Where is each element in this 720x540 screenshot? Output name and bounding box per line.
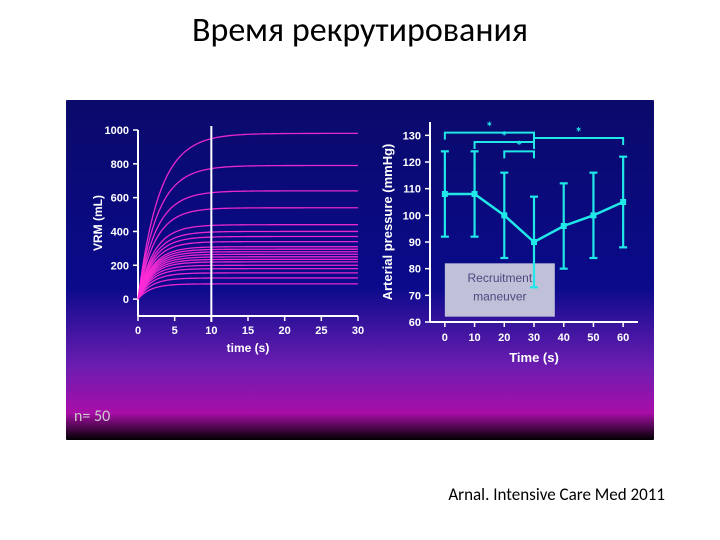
svg-text:30: 30	[352, 325, 364, 337]
svg-text:130: 130	[403, 130, 421, 142]
figure-panel: 05101520253002004006008001000time (s)VRM…	[66, 100, 654, 440]
page-title: Время рекрутирования	[0, 10, 720, 51]
svg-text:VRM (mL): VRM (mL)	[91, 195, 105, 251]
svg-text:400: 400	[111, 226, 129, 238]
svg-text:10: 10	[205, 325, 217, 337]
svg-text:0: 0	[442, 332, 448, 344]
svg-text:0: 0	[123, 294, 129, 306]
svg-text:10: 10	[468, 332, 480, 344]
svg-text:*: *	[575, 124, 582, 141]
svg-text:20: 20	[498, 332, 510, 344]
svg-text:800: 800	[111, 159, 129, 171]
citation: Arnal. Intensive Care Med 2011	[448, 484, 665, 505]
svg-text:600: 600	[111, 193, 129, 205]
svg-text:*: *	[486, 119, 493, 136]
svg-text:1000: 1000	[105, 125, 129, 137]
svg-text:maneuver: maneuver	[473, 290, 526, 304]
svg-text:0: 0	[135, 325, 141, 337]
svg-text:*: *	[516, 137, 523, 154]
svg-text:Arterial pressure (mmHg): Arterial pressure (mmHg)	[380, 144, 395, 301]
svg-text:Recruitment: Recruitment	[467, 271, 532, 285]
svg-text:60: 60	[409, 317, 421, 329]
n-label: n= 50	[74, 407, 110, 426]
svg-text:120: 120	[403, 157, 421, 169]
svg-text:60: 60	[617, 332, 629, 344]
svg-text:70: 70	[409, 290, 421, 302]
svg-text:200: 200	[111, 260, 129, 272]
svg-text:25: 25	[315, 325, 327, 337]
svg-text:80: 80	[409, 264, 421, 276]
svg-text:*: *	[501, 128, 508, 145]
svg-text:time (s): time (s)	[227, 341, 270, 355]
svg-text:110: 110	[403, 184, 421, 196]
arterial-pressure-chart: 0 10 20 30 40 50 60 60 70 80 90 100 110 120 130 Time (s…	[376, 108, 646, 370]
svg-text:100: 100	[403, 210, 421, 222]
svg-text:5: 5	[172, 325, 178, 337]
svg-text:Time (s): Time (s)	[509, 350, 559, 365]
svg-text:30: 30	[528, 332, 540, 344]
svg-text:15: 15	[242, 325, 254, 337]
svg-text:90: 90	[409, 237, 421, 249]
vrm-time-chart: 0 5 10 15 20 25 30 0 200 400 600 800 1000 time (s) VRM…	[86, 120, 366, 360]
svg-text:20: 20	[279, 325, 291, 337]
svg-text:40: 40	[558, 332, 570, 344]
svg-text:50: 50	[587, 332, 599, 344]
